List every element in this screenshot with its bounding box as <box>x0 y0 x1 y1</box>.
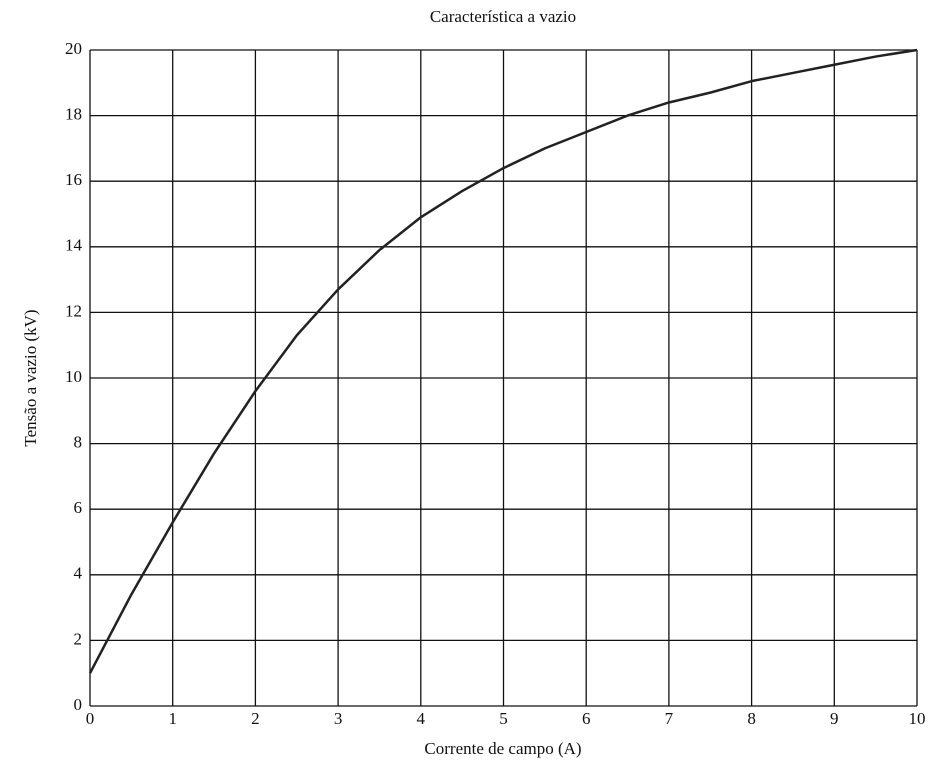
y-tick-label: 6 <box>74 498 83 517</box>
x-tick-label: 10 <box>909 709 926 728</box>
x-tick-label: 7 <box>665 709 674 728</box>
y-tick-label: 0 <box>74 695 83 714</box>
y-tick-label: 20 <box>65 39 82 58</box>
x-tick-label: 0 <box>86 709 95 728</box>
y-tick-label: 14 <box>65 236 83 255</box>
x-tick-label: 4 <box>417 709 426 728</box>
y-tick-label: 8 <box>74 433 83 452</box>
x-tick-label: 2 <box>251 709 260 728</box>
x-tick-label: 6 <box>582 709 591 728</box>
line <box>88 48 918 674</box>
y-tick-label: 2 <box>74 629 83 648</box>
y-axis-label: Tensão a vazio (kV) <box>21 309 40 446</box>
y-tick-label: 12 <box>65 301 82 320</box>
x-tick-label: 1 <box>168 709 177 728</box>
x-tick-label: 5 <box>499 709 508 728</box>
y-tick-label: 16 <box>65 170 82 189</box>
x-tick-label: 8 <box>747 709 756 728</box>
y-tick-label: 4 <box>74 564 83 583</box>
y-tick-label: 18 <box>65 105 82 124</box>
y-tick-label: 10 <box>65 367 82 386</box>
x-tick-label: 3 <box>334 709 343 728</box>
x-tick-label: 9 <box>830 709 839 728</box>
chart-title: Característica a vazio <box>430 7 576 26</box>
x-axis-label: Corrente de campo (A) <box>424 739 581 758</box>
